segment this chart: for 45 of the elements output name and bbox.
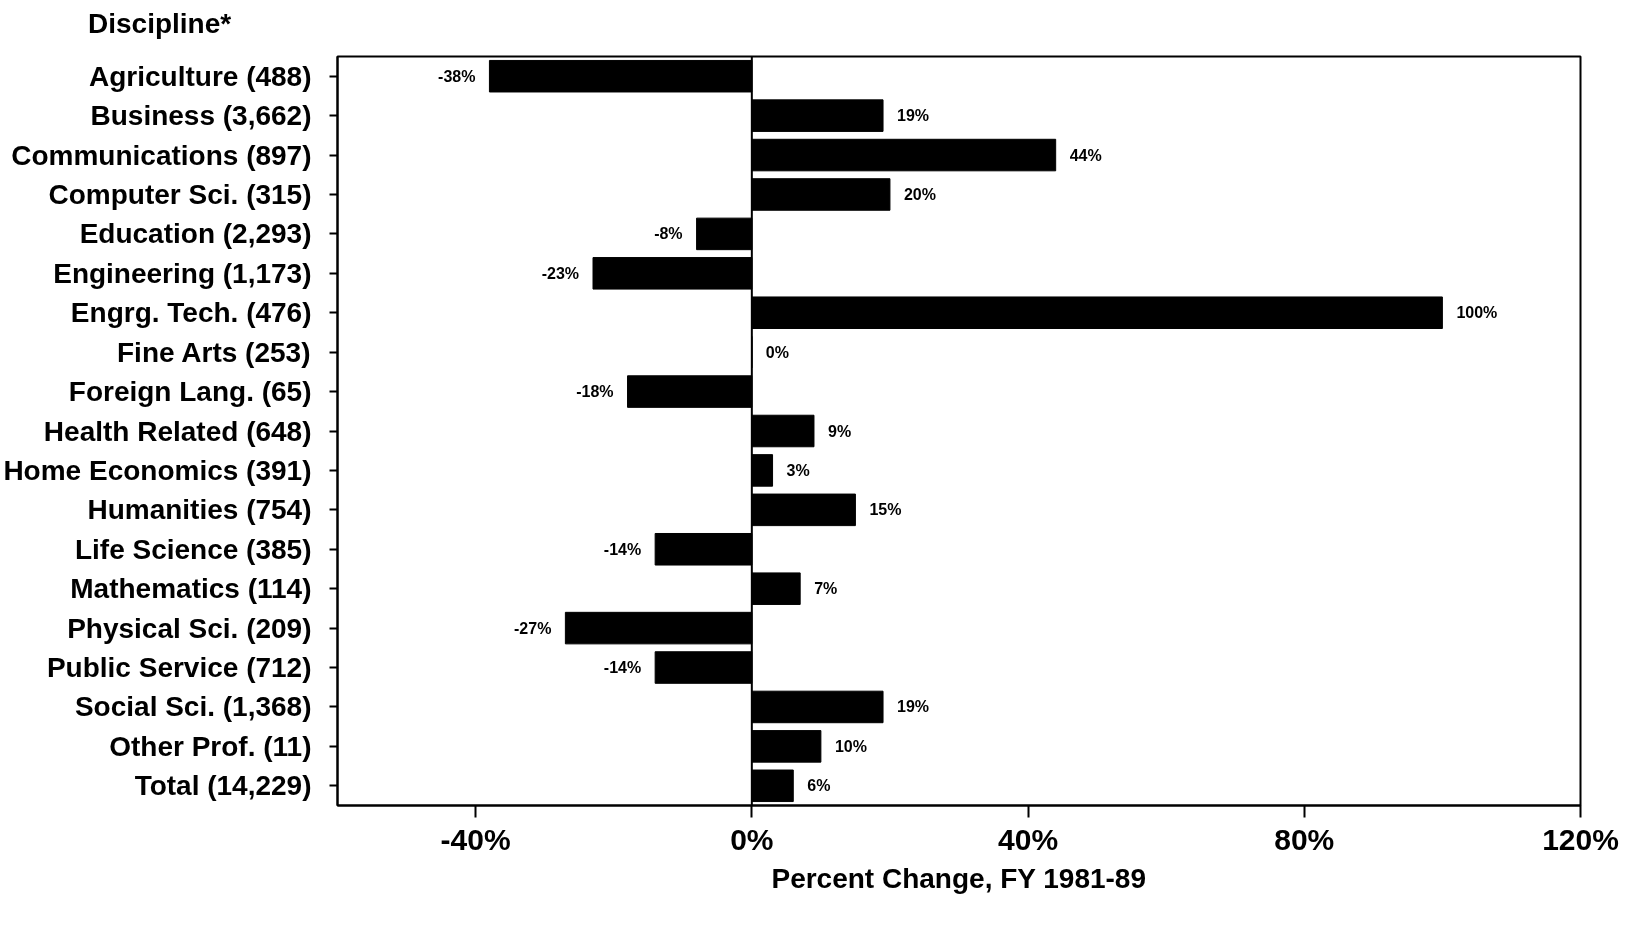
- data-label: -23%: [541, 264, 580, 282]
- x-tick-label: 120%: [1542, 822, 1619, 856]
- y-tick-label: Communications (897): [11, 139, 312, 171]
- data-label: -18%: [576, 383, 614, 401]
- y-axis-title: Discipline*: [88, 7, 232, 41]
- y-tick-label: Mathematics (114): [70, 573, 312, 605]
- x-tick-label: 40%: [998, 822, 1059, 856]
- data-label: 19%: [897, 698, 930, 716]
- y-tick-label: Business (3,662): [90, 100, 312, 132]
- data-label: 9%: [827, 422, 852, 440]
- data-label: 100%: [1456, 304, 1498, 322]
- y-tick-label: Total (14,229): [134, 770, 312, 802]
- data-label: 10%: [834, 737, 867, 755]
- x-tick-label: 80%: [1274, 822, 1335, 856]
- data-label: -27%: [514, 619, 552, 637]
- y-tick-label: Foreign Lang. (65): [68, 376, 312, 408]
- y-tick-label: Other Prof. (11): [109, 730, 312, 762]
- y-tick-label: Physical Sci. (209): [67, 612, 312, 644]
- y-tick-label: Agriculture (488): [89, 60, 312, 92]
- data-label: 44%: [1069, 146, 1102, 164]
- data-label: -8%: [654, 225, 683, 243]
- data-label: 3%: [786, 461, 810, 479]
- data-label: 15%: [869, 501, 902, 519]
- y-tick-label: Engineering (1,173): [53, 257, 312, 289]
- y-tick-label: Home Economics (391): [3, 454, 312, 486]
- data-label: 19%: [897, 107, 930, 125]
- y-tick-label: Social Sci. (1,368): [74, 691, 312, 723]
- y-tick-label: Computer Sci. (315): [48, 178, 312, 210]
- data-label: 6%: [807, 777, 831, 795]
- data-label: -38%: [438, 67, 476, 85]
- y-tick-label: Public Service (712): [46, 652, 312, 684]
- y-tick-label: Education (2,293): [79, 218, 312, 250]
- y-tick-label: Health Related (648): [43, 415, 312, 447]
- y-tick-label: Life Science (385): [74, 533, 312, 565]
- x-axis-title: Percent Change, FY 1981-89: [771, 862, 1147, 894]
- y-tick-label: Humanities (754): [87, 494, 312, 526]
- data-label: 7%: [814, 580, 838, 598]
- y-tick-label: Engrg. Tech. (476): [70, 297, 312, 329]
- data-label: -14%: [603, 659, 642, 677]
- x-tick-label: -40%: [440, 822, 511, 856]
- data-label: -14%: [603, 540, 642, 558]
- data-label: 20%: [903, 185, 936, 203]
- data-label: 0%: [765, 343, 789, 361]
- x-tick-label: 0%: [730, 822, 774, 856]
- y-tick-label: Fine Arts (253): [117, 336, 311, 368]
